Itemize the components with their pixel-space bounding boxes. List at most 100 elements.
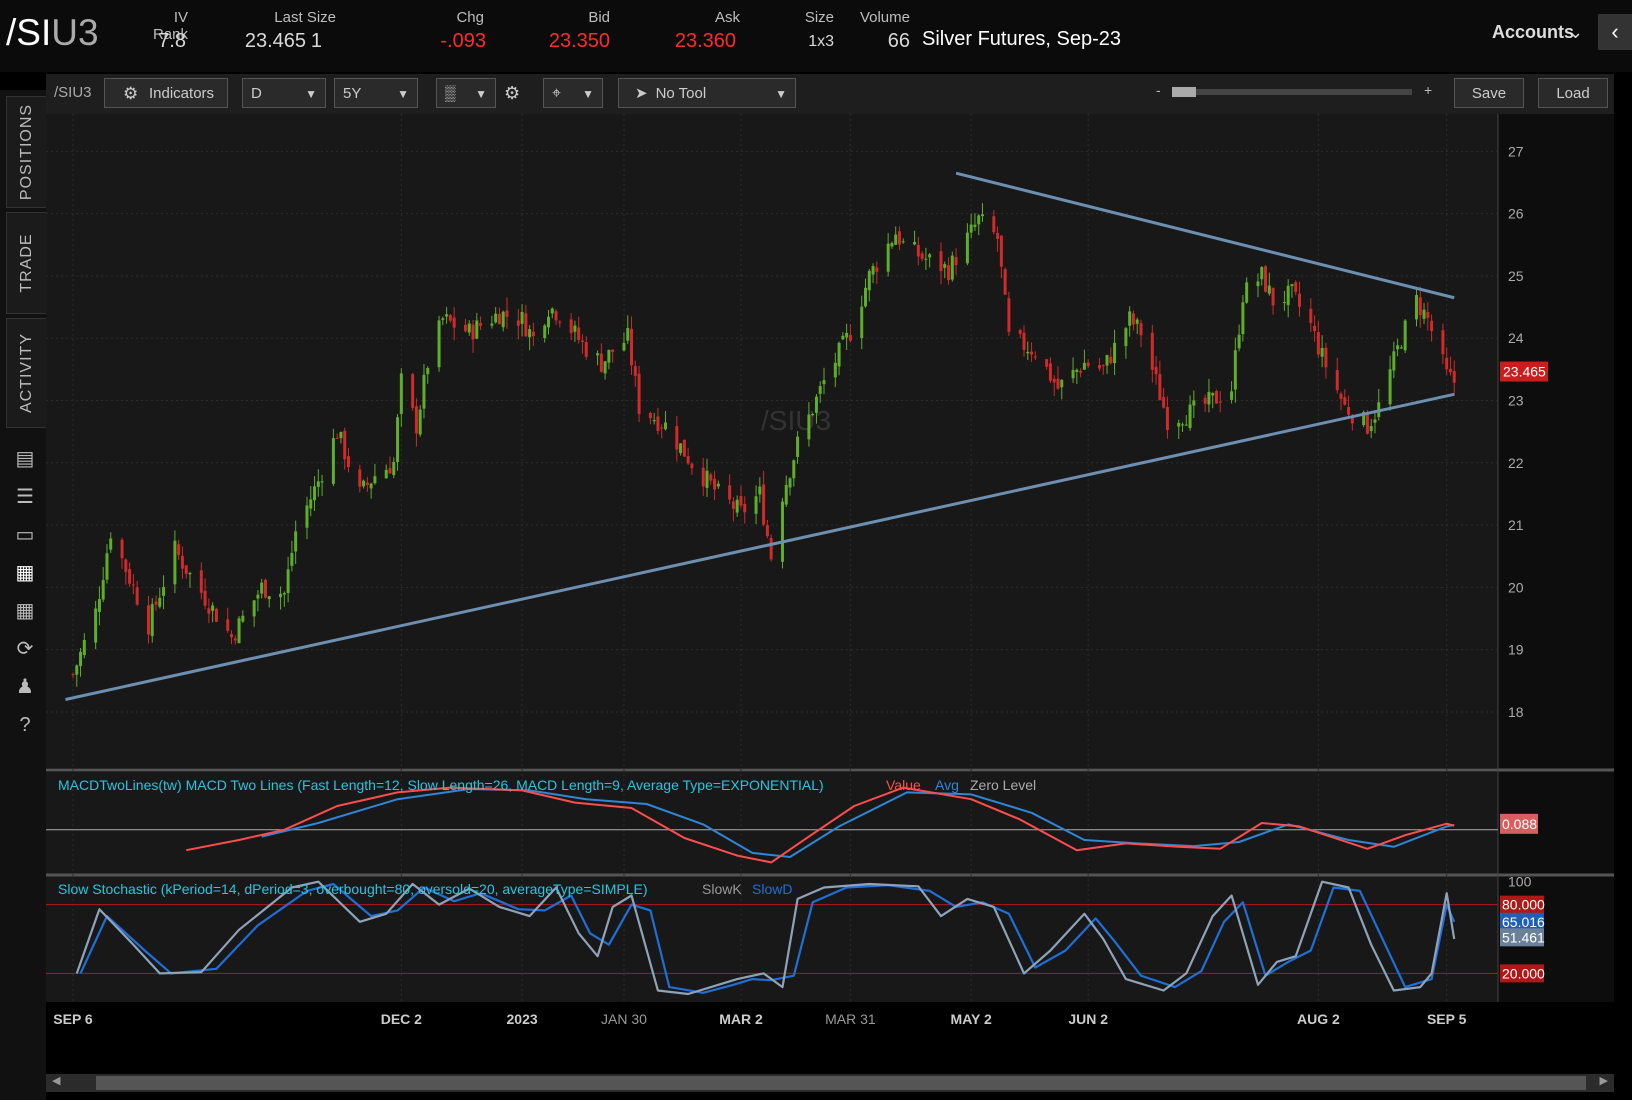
candle[interactable] [550,307,554,319]
candle[interactable] [199,562,203,600]
candle[interactable] [211,602,215,623]
candle[interactable] [626,315,630,344]
candle[interactable] [490,315,494,329]
candle[interactable] [1097,357,1101,372]
candle[interactable] [1403,319,1407,354]
candle[interactable] [890,241,894,249]
candle[interactable] [1294,280,1298,296]
candle[interactable] [1060,379,1064,400]
candle[interactable] [1297,281,1301,317]
candle[interactable] [864,278,868,308]
candle[interactable] [1316,321,1320,359]
candle[interactable] [1139,319,1143,348]
candle[interactable] [180,546,184,579]
candle[interactable] [630,316,634,375]
candle[interactable] [399,368,403,427]
candle[interactable] [1211,392,1215,409]
candle[interactable] [531,322,535,346]
candle[interactable] [135,581,139,606]
candle[interactable] [279,586,283,610]
candle[interactable] [1207,378,1211,413]
scroll-left-icon[interactable]: ◀ [52,1075,61,1087]
candle[interactable] [780,497,784,569]
candle[interactable] [286,556,290,603]
candle[interactable] [1399,344,1403,349]
candle[interactable] [728,474,732,505]
candle[interactable] [154,595,158,611]
candle[interactable] [811,413,815,417]
candle[interactable] [992,210,996,235]
candle[interactable] [494,307,498,324]
candle[interactable] [479,316,483,331]
candle[interactable] [1324,342,1328,379]
candle[interactable] [1188,395,1192,431]
candle[interactable] [384,464,388,479]
scrollbar-thumb[interactable] [96,1076,1586,1090]
candle[interactable] [731,497,735,522]
timeframe-select[interactable]: 5Y ▼ [334,78,418,108]
community-icon[interactable]: ♟ [16,676,34,698]
zoom-out-button[interactable]: - [1156,82,1161,98]
candle[interactable] [954,248,958,275]
candle[interactable] [131,574,135,595]
candle[interactable] [1018,328,1022,339]
candle[interactable] [441,316,445,326]
candle[interactable] [814,393,818,424]
candle[interactable] [1184,415,1188,426]
candle[interactable] [690,462,694,475]
candle[interactable] [252,600,256,627]
bid-value[interactable]: 23.350 [548,30,610,52]
candle[interactable] [833,352,837,388]
candle[interactable] [267,595,271,608]
candle[interactable] [848,324,852,343]
candle[interactable] [663,410,667,431]
indicators-button[interactable]: ⚙ Indicators [104,78,228,108]
candle[interactable] [1237,324,1241,352]
candle[interactable] [241,610,245,623]
candle[interactable] [467,320,471,336]
candle[interactable] [1026,341,1030,361]
candle[interactable] [282,591,286,607]
candle[interactable] [837,341,841,376]
candle[interactable] [452,307,456,341]
candle[interactable] [346,448,350,473]
chart-symbol-field[interactable]: /SIU3 [54,84,92,101]
candle[interactable] [422,363,426,419]
candle[interactable] [256,590,260,612]
candle[interactable] [1113,329,1117,376]
candle[interactable] [577,316,581,344]
candle[interactable] [765,519,769,539]
candle[interactable] [418,405,422,437]
zoom-slider[interactable] [1172,87,1412,97]
candle[interactable] [901,238,905,244]
candle[interactable] [184,565,188,579]
candle[interactable] [648,411,652,425]
drawing-settings-select[interactable]: ⌖ ▼ [543,78,603,108]
candle[interactable] [713,470,717,500]
candle[interactable] [1033,351,1037,360]
candle[interactable] [158,587,162,609]
candle[interactable] [762,470,766,527]
candle[interactable] [369,482,373,499]
candle[interactable] [177,539,181,560]
candle[interactable] [558,320,562,328]
tv-icon[interactable]: ▭ [15,524,35,546]
candle[interactable] [207,598,211,624]
candle[interactable] [373,463,377,485]
candle[interactable] [758,477,762,503]
resistance-trendline[interactable] [955,171,1455,300]
candle[interactable] [524,304,528,338]
candle[interactable] [679,443,683,456]
candle[interactable] [414,398,418,447]
candle[interactable] [1264,264,1268,293]
candle[interactable] [1392,341,1396,379]
candle[interactable] [343,427,347,470]
candle[interactable] [818,381,822,403]
candle[interactable] [1260,266,1264,286]
candle[interactable] [807,402,811,447]
candle[interactable] [1282,290,1286,311]
candle[interactable] [682,439,686,457]
candle[interactable] [388,456,392,474]
candle[interactable] [603,361,607,380]
load-button[interactable]: Load [1538,78,1608,108]
